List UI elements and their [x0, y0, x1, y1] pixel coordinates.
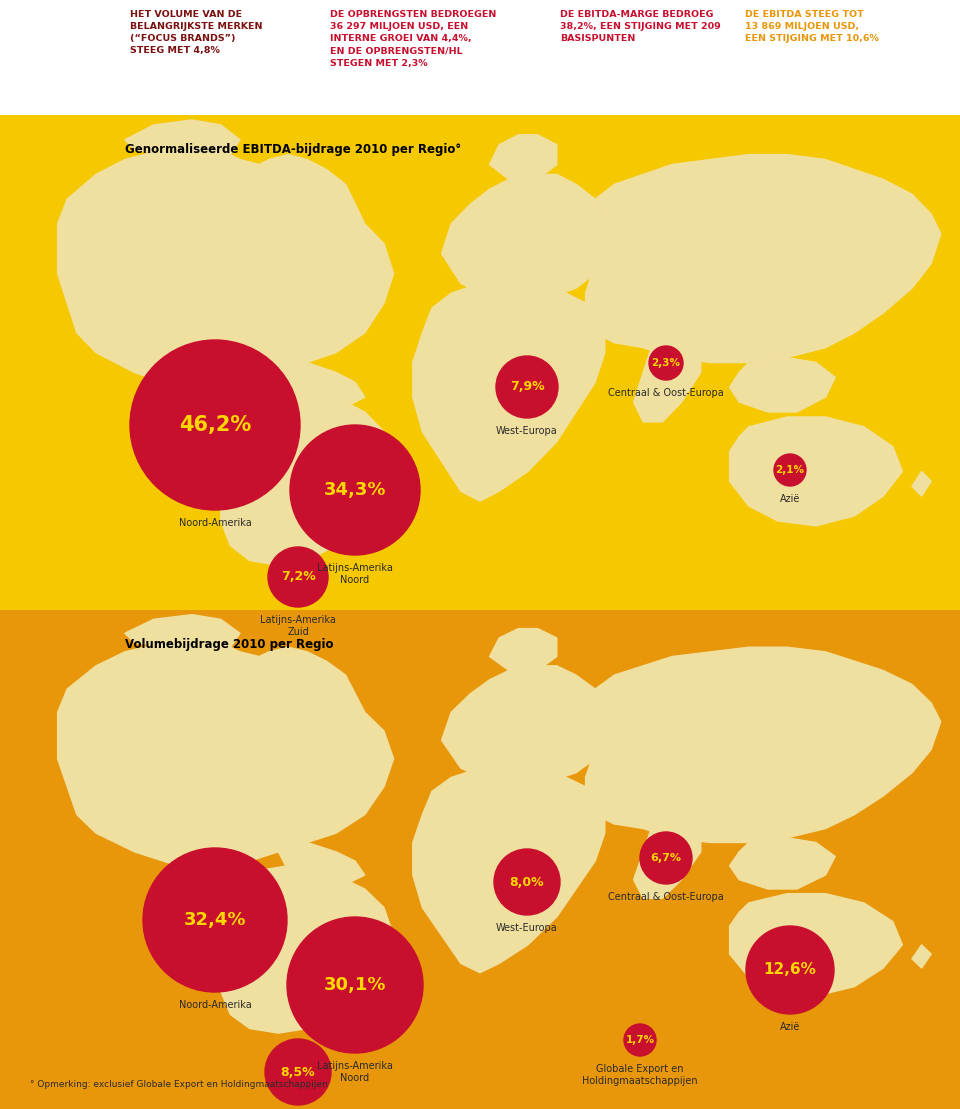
Polygon shape — [586, 264, 672, 343]
Circle shape — [746, 926, 834, 1014]
Circle shape — [143, 848, 287, 991]
Text: HET VOLUME VAN DE
BELANGRIJKSTE MERKEN
(“FOCUS BRANDS”)
STEEG MET 4,8%: HET VOLUME VAN DE BELANGRIJKSTE MERKEN (… — [130, 10, 262, 55]
Text: Noord-Amerika: Noord-Amerika — [179, 1000, 252, 1010]
Circle shape — [774, 454, 806, 486]
Text: Genormaliseerde EBITDA-bijdrage 2010 per Regio°: Genormaliseerde EBITDA-bijdrage 2010 per… — [125, 143, 461, 156]
Text: 8,0%: 8,0% — [510, 875, 544, 888]
Circle shape — [494, 849, 560, 915]
Text: 32,4%: 32,4% — [183, 910, 247, 929]
Bar — [0, 610, 960, 1109]
Text: Azië: Azië — [780, 1022, 801, 1032]
Text: ° Opmerking: exclusief Globale Export en Holdingmaatschappijen: ° Opmerking: exclusief Globale Export en… — [30, 1080, 328, 1089]
Text: 7,2%: 7,2% — [280, 570, 316, 583]
Polygon shape — [125, 614, 240, 652]
Polygon shape — [221, 387, 394, 566]
Text: 2,3%: 2,3% — [652, 358, 681, 368]
Polygon shape — [490, 629, 557, 671]
Text: 8,5%: 8,5% — [280, 1066, 315, 1078]
Text: 34,3%: 34,3% — [324, 481, 386, 499]
Polygon shape — [413, 769, 605, 973]
Text: Globale Export en
Holdingmaatschappijen: Globale Export en Holdingmaatschappijen — [582, 1064, 698, 1087]
Text: 30,1%: 30,1% — [324, 976, 386, 994]
Circle shape — [496, 356, 558, 418]
Polygon shape — [730, 894, 902, 996]
Polygon shape — [730, 838, 835, 889]
Circle shape — [649, 346, 683, 380]
Polygon shape — [278, 843, 365, 884]
Bar — [0, 0, 960, 115]
Polygon shape — [730, 417, 902, 526]
Circle shape — [287, 917, 423, 1054]
Text: 46,2%: 46,2% — [179, 415, 252, 435]
Text: Latijns-Amerika
Noord: Latijns-Amerika Noord — [317, 1061, 393, 1083]
Polygon shape — [845, 214, 893, 248]
Polygon shape — [442, 174, 614, 303]
Circle shape — [290, 425, 420, 554]
Circle shape — [130, 340, 300, 510]
Circle shape — [640, 832, 692, 884]
Text: Volumebijdrage 2010 per Regio: Volumebijdrage 2010 per Regio — [125, 638, 333, 651]
Text: 6,7%: 6,7% — [651, 853, 682, 863]
Polygon shape — [912, 471, 931, 496]
Polygon shape — [634, 333, 701, 421]
Polygon shape — [912, 945, 931, 968]
Polygon shape — [442, 665, 614, 786]
Bar — [0, 115, 960, 610]
Polygon shape — [586, 750, 672, 824]
Text: Noord-Amerika: Noord-Amerika — [179, 518, 252, 528]
Text: 1,7%: 1,7% — [625, 1035, 655, 1045]
Polygon shape — [634, 815, 701, 898]
Text: Centraal & Oost-Europa: Centraal & Oost-Europa — [608, 892, 724, 902]
Circle shape — [265, 1039, 331, 1105]
Text: 7,9%: 7,9% — [510, 380, 544, 394]
Text: 12,6%: 12,6% — [763, 963, 816, 977]
Circle shape — [624, 1024, 656, 1056]
Polygon shape — [586, 648, 941, 843]
Polygon shape — [125, 120, 240, 160]
Text: Centraal & Oost-Europa: Centraal & Oost-Europa — [608, 388, 724, 398]
Polygon shape — [58, 638, 394, 875]
Text: Latijns-Amerika
Zuid: Latijns-Amerika Zuid — [260, 615, 336, 638]
Polygon shape — [730, 357, 835, 413]
Text: DE EBITDA STEEG TOT
13 869 MILJOEN USD,
EEN STIJGING MET 10,6%: DE EBITDA STEEG TOT 13 869 MILJOEN USD, … — [745, 10, 878, 43]
Polygon shape — [58, 144, 394, 397]
Polygon shape — [413, 283, 605, 501]
Polygon shape — [278, 363, 365, 407]
Polygon shape — [490, 135, 557, 180]
Circle shape — [268, 547, 328, 607]
Text: DE EBITDA-MARGE BEDROEG
38,2%, EEN STIJGING MET 209
BASISPUNTEN: DE EBITDA-MARGE BEDROEG 38,2%, EEN STIJG… — [560, 10, 721, 43]
Text: West-Europa: West-Europa — [496, 426, 558, 436]
Polygon shape — [221, 866, 394, 1034]
Text: West-Europa: West-Europa — [496, 923, 558, 933]
Polygon shape — [586, 154, 941, 363]
Text: DE OPBRENGSTEN BEDROEGEN
36 297 MILJOEN USD, EEN
INTERNE GROEI VAN 4,4%,
EN DE O: DE OPBRENGSTEN BEDROEGEN 36 297 MILJOEN … — [330, 10, 496, 68]
Text: 2,1%: 2,1% — [776, 465, 804, 475]
Polygon shape — [845, 703, 893, 735]
Text: Latijns-Amerika
Noord: Latijns-Amerika Noord — [317, 563, 393, 586]
Text: Azië: Azië — [780, 494, 801, 503]
